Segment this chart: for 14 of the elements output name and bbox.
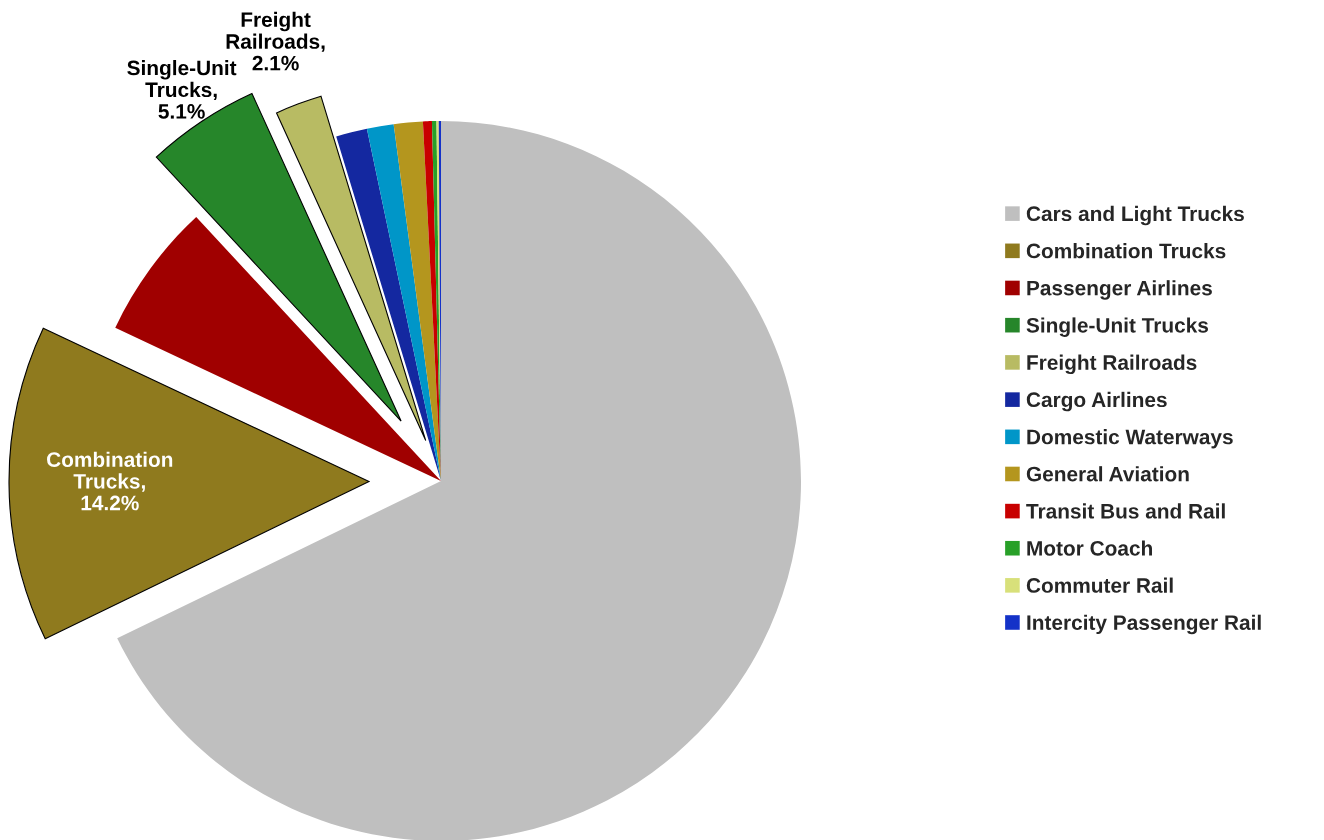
legend-label: Domestic Waterways: [1027, 429, 1233, 449]
legend-label: Intercity Passenger Rail: [1027, 614, 1261, 635]
legend-label: Combination Trucks: [1026, 243, 1226, 259]
legend-label: Commuter Rail: [1026, 577, 1173, 593]
legend-label: Freight Railroads: [1027, 354, 1197, 375]
legend-label: Cars and Light Trucks: [1026, 205, 1244, 226]
legend-label: Single-Unit Trucks: [1026, 317, 1209, 337]
legend-label: Passenger Airlines: [1027, 280, 1212, 300]
legend-label: Motor Coach: [1027, 540, 1152, 556]
data-label: Combination Trucks, 14.2%: [47, 451, 173, 511]
legend-label: General Aviation: [1026, 466, 1189, 482]
data-label: Single-Unit Trucks, 5.1%: [127, 60, 237, 119]
legend-label: Cargo Airlines: [1026, 391, 1167, 412]
legend-label: Transit Bus and Rail: [1026, 503, 1225, 519]
